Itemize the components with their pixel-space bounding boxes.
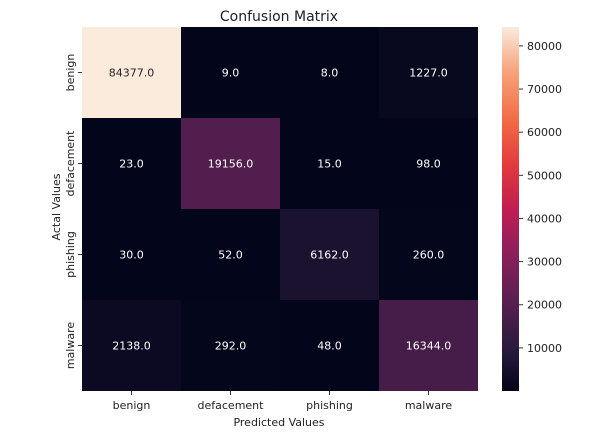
heatmap-cell (379, 209, 478, 300)
colorbar-tick-label: 70000 (527, 83, 562, 96)
x-tick-label: phishing (306, 399, 353, 412)
x-tick-label: benign (113, 399, 151, 412)
cell-value-label: 52.0 (218, 249, 243, 262)
y-axis-label: Actal Values (50, 173, 63, 240)
heatmap-cell (280, 27, 379, 118)
cell-value-label: 98.0 (416, 158, 441, 171)
colorbar-tick-label: 40000 (527, 212, 562, 225)
heatmap-cell (280, 118, 379, 209)
colorbar-tick-label: 50000 (527, 169, 562, 182)
x-axis-label: Predicted Values (233, 416, 324, 429)
cell-value-label: 23.0 (119, 158, 144, 171)
x-tick-label: malware (405, 399, 453, 412)
cell-value-label: 2138.0 (112, 340, 151, 353)
cell-value-label: 30.0 (119, 249, 144, 262)
cell-value-label: 260.0 (413, 249, 445, 262)
cell-value-label: 1227.0 (409, 67, 448, 80)
colorbar-tick-label: 20000 (527, 299, 562, 312)
y-tick-label: benign (64, 54, 77, 92)
cell-value-label: 19156.0 (208, 158, 254, 171)
heatmap-cell (82, 27, 181, 118)
y-tick-label: malware (64, 322, 77, 370)
heatmap-cell (379, 300, 478, 391)
heatmap-cell (280, 300, 379, 391)
heatmap-cell (181, 27, 280, 118)
cell-value-label: 48.0 (317, 340, 342, 353)
y-tick-label: phishing (64, 231, 77, 278)
heatmap-cell (181, 209, 280, 300)
colorbar-tick-label: 80000 (527, 40, 562, 53)
colorbar-tick-label: 10000 (527, 342, 562, 355)
heatmap-cell (181, 300, 280, 391)
cell-value-label: 15.0 (317, 158, 342, 171)
cell-value-label: 9.0 (222, 67, 240, 80)
heatmap-cell (280, 209, 379, 300)
heatmap-cell (181, 118, 280, 209)
heatmap-cell (379, 27, 478, 118)
heatmap-cell (379, 118, 478, 209)
cell-value-label: 6162.0 (310, 249, 349, 262)
heatmap-cell (82, 118, 181, 209)
cell-value-label: 16344.0 (406, 340, 452, 353)
cell-value-label: 84377.0 (109, 67, 155, 80)
y-tick-label: defacement (64, 130, 77, 197)
cell-value-label: 8.0 (321, 67, 339, 80)
cell-value-label: 292.0 (215, 340, 247, 353)
colorbar-tick-label: 60000 (527, 126, 562, 139)
heatmap-cell (82, 300, 181, 391)
colorbar (502, 27, 519, 391)
heatmap-cell (82, 209, 181, 300)
chart-title: Confusion Matrix (220, 9, 338, 25)
colorbar-tick-label: 30000 (527, 256, 562, 269)
x-tick-label: defacement (198, 399, 265, 412)
